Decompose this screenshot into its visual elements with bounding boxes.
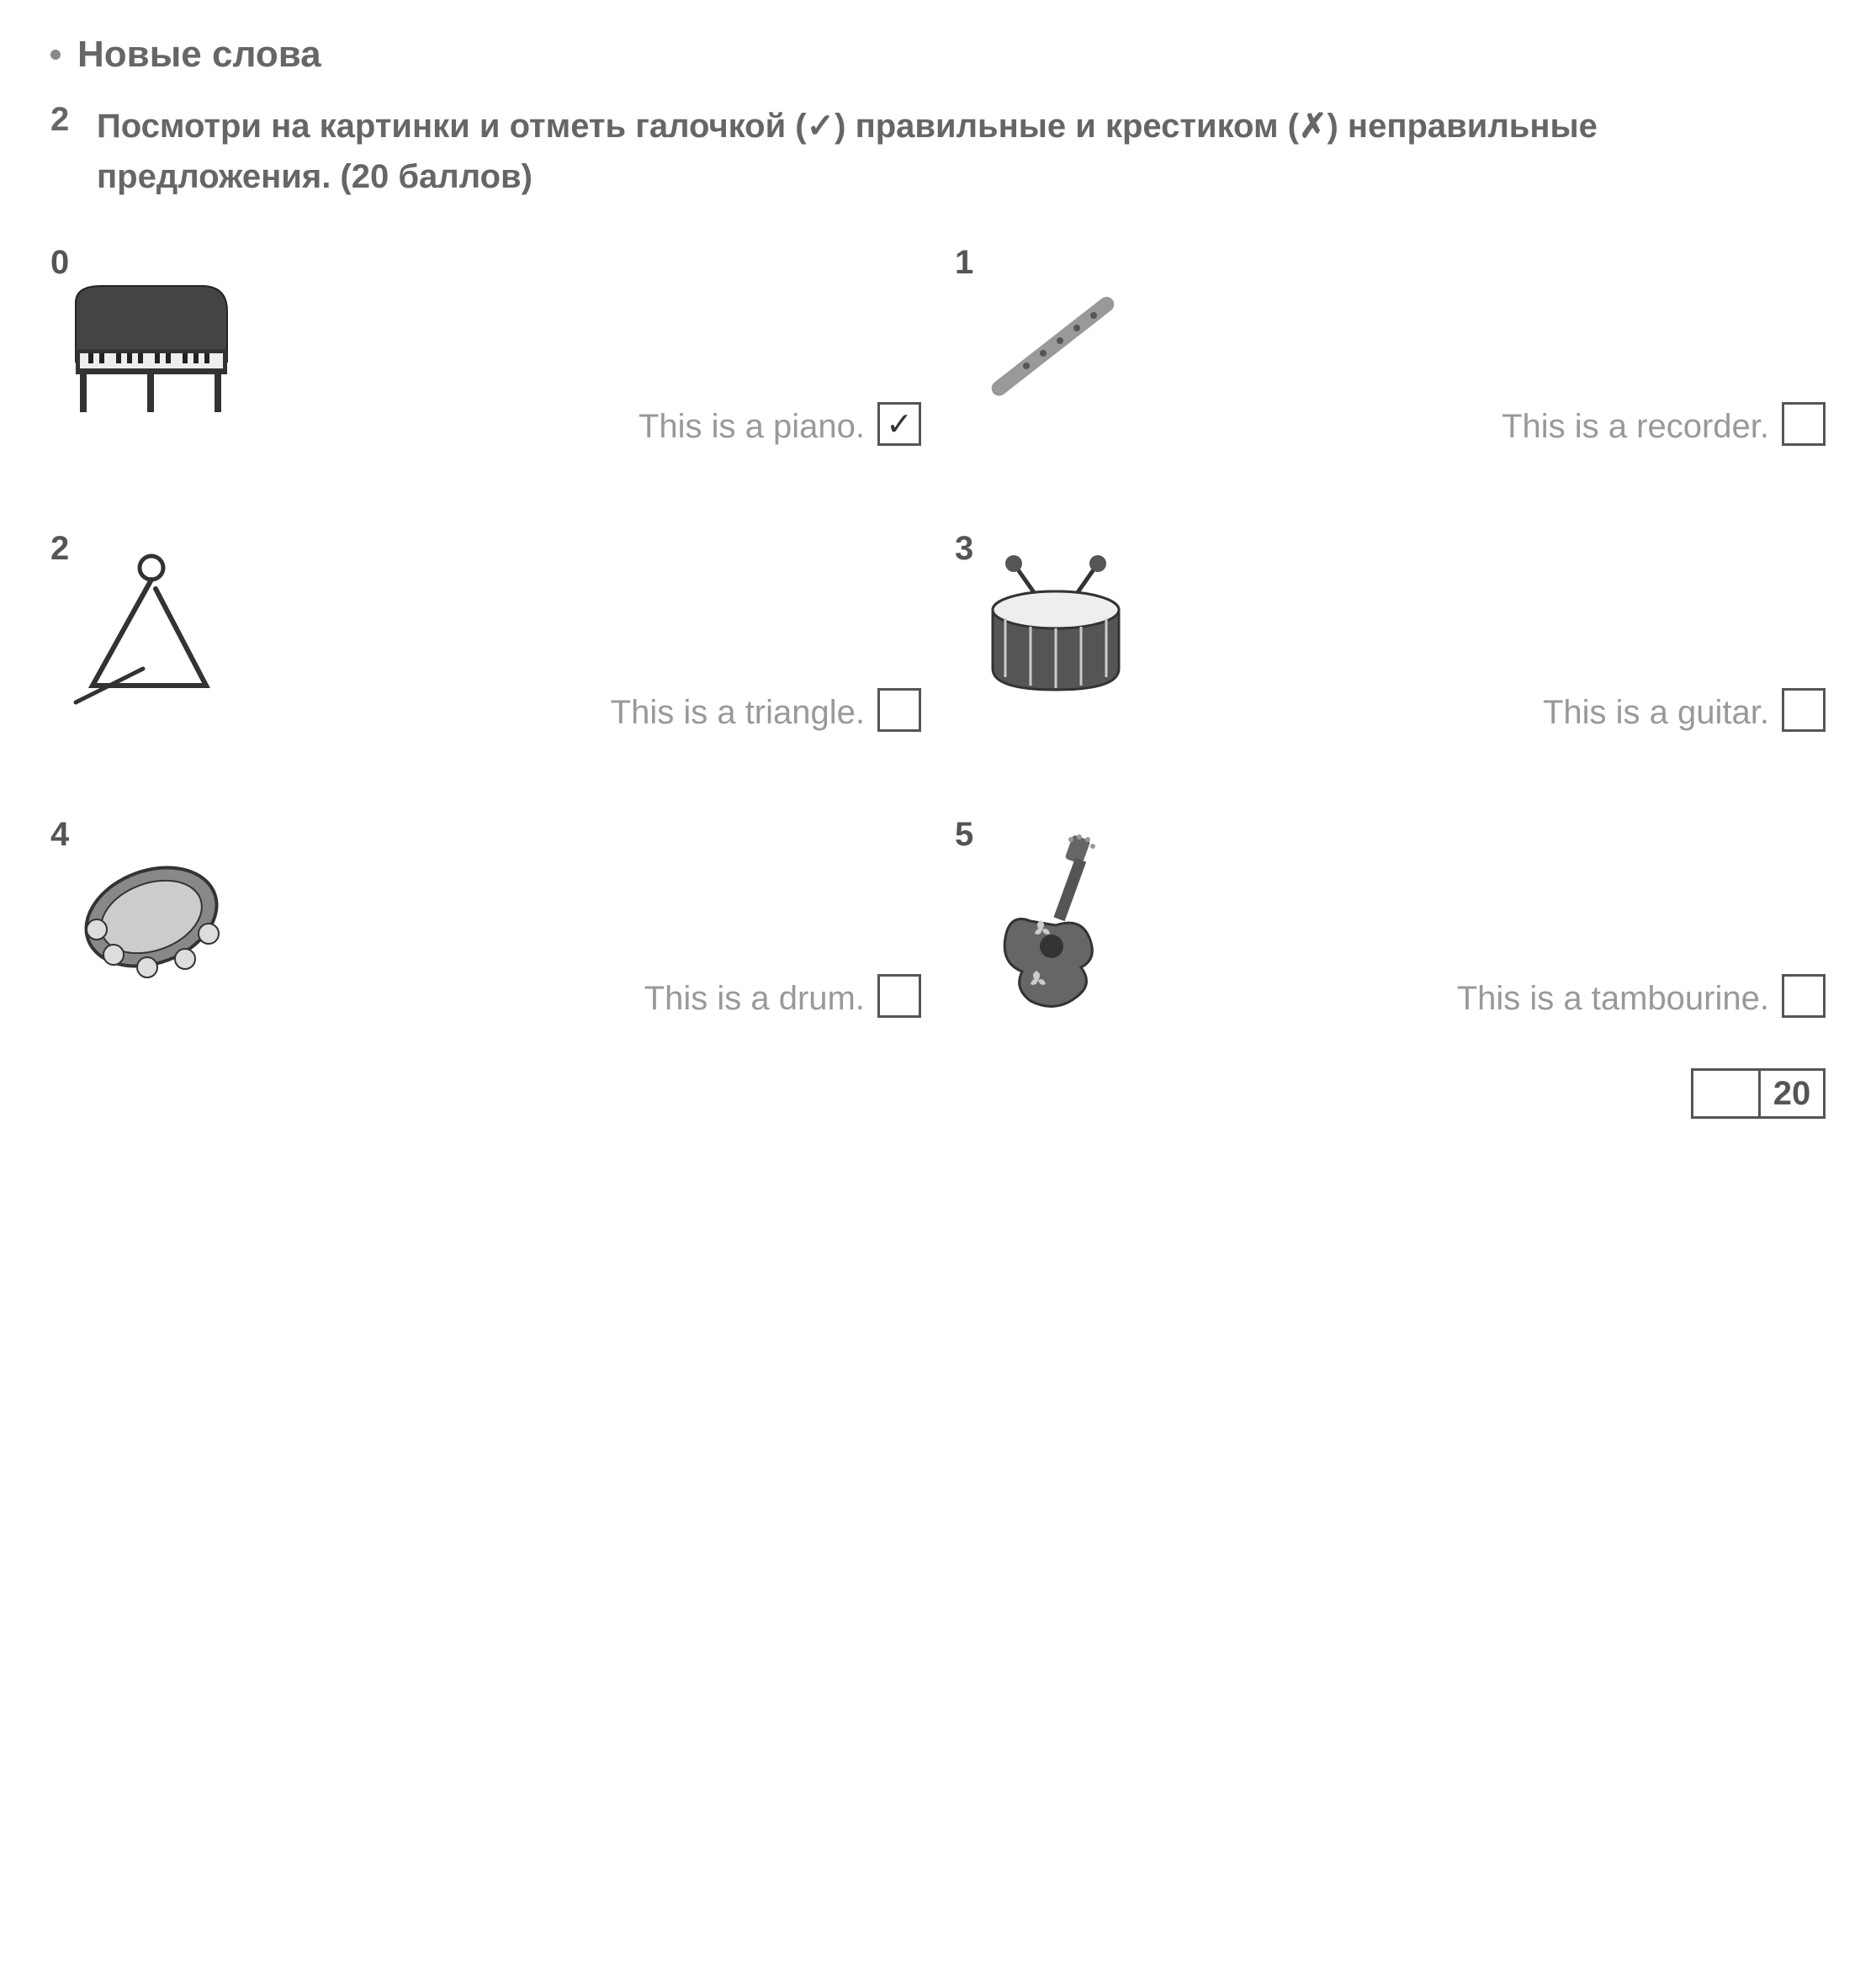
drum-icon: [955, 530, 1157, 732]
item-text: This is a tambourine.: [1157, 980, 1782, 1018]
item-number: 1: [955, 244, 973, 282]
piano-icon: [50, 244, 252, 446]
item-text: This is a triangle.: [252, 694, 877, 732]
exercise-number: 2: [50, 101, 76, 139]
score-max: 20: [1758, 1068, 1826, 1119]
item-text: This is a piano.: [252, 408, 877, 446]
answer-checkbox[interactable]: [877, 974, 921, 1018]
tambourine-icon: [50, 816, 252, 1018]
item-number: 2: [50, 530, 69, 568]
item-number: 3: [955, 530, 973, 568]
item-2: 2 This is a triangle.: [50, 530, 921, 732]
answer-checkbox[interactable]: [877, 688, 921, 732]
item-number: 4: [50, 816, 69, 854]
item-5: 5 This is a tambourine.: [955, 816, 1826, 1018]
item-number: 0: [50, 244, 69, 282]
item-0: 0 This is a piano. ✓: [50, 244, 921, 446]
item-text: This is a recorder.: [1157, 408, 1782, 446]
item-number: 5: [955, 816, 973, 854]
item-3: 3 This is a guitar.: [955, 530, 1826, 732]
bullet-icon: [50, 50, 61, 60]
score-earned-box[interactable]: [1691, 1068, 1758, 1119]
answer-checkbox[interactable]: [1782, 402, 1826, 446]
score-box: 20: [50, 1068, 1826, 1119]
answer-checkbox[interactable]: ✓: [877, 402, 921, 446]
item-text: This is a drum.: [252, 980, 877, 1018]
item-4: 4 This is a drum.: [50, 816, 921, 1018]
exercise-header: 2 Посмотри на картинки и отметь галочкой…: [50, 101, 1826, 202]
answer-checkbox[interactable]: [1782, 688, 1826, 732]
triangle-icon: [50, 530, 252, 732]
items-grid: 0 This is a piano. ✓: [50, 244, 1826, 1018]
item-text: This is a guitar.: [1157, 694, 1782, 732]
answer-checkbox[interactable]: [1782, 974, 1826, 1018]
section-header: Новые слова: [50, 34, 1826, 76]
exercise-instruction: Посмотри на картинки и отметь галочкой (…: [97, 101, 1826, 202]
item-1: 1 This is a recorder.: [955, 244, 1826, 446]
section-title: Новые слова: [77, 34, 321, 76]
recorder-icon: [955, 244, 1157, 446]
guitar-icon: [955, 816, 1157, 1018]
